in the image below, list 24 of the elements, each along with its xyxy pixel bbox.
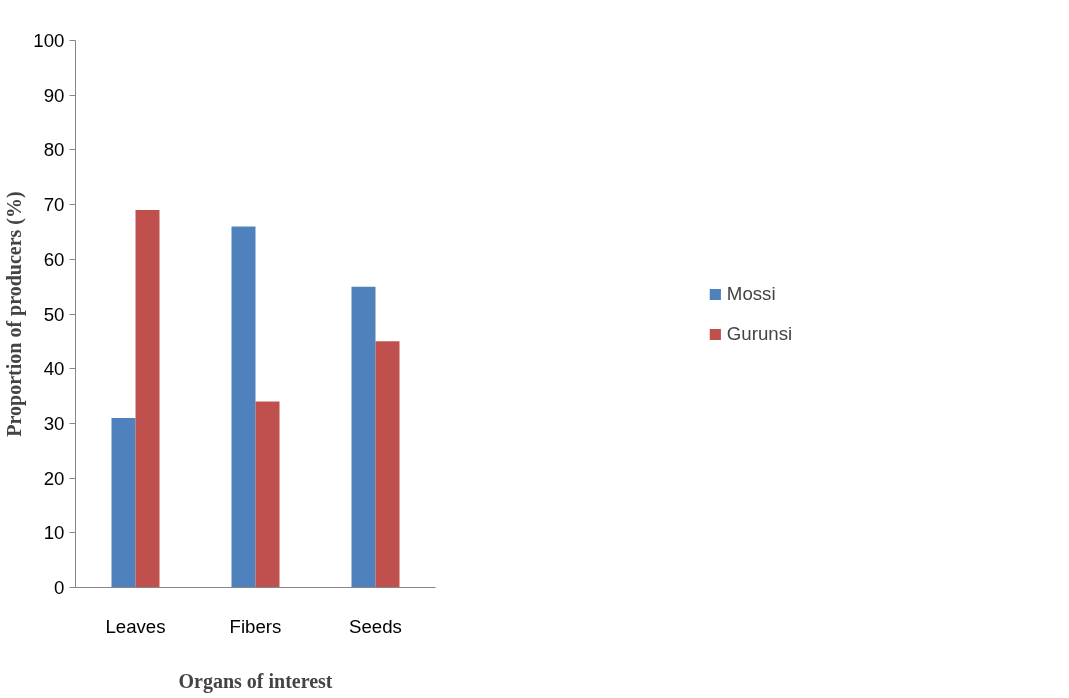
legend-label: Gurunsi	[726, 322, 793, 345]
bar	[375, 341, 400, 588]
bar	[255, 401, 280, 588]
bar	[231, 226, 256, 588]
x-axis-title: Organs of interest	[178, 669, 333, 693]
x-tick-label: Fibers	[229, 615, 282, 637]
legend-label: Mossi	[726, 282, 776, 305]
bar	[351, 286, 376, 588]
bar	[111, 417, 136, 588]
y-tick-label: 80	[43, 139, 65, 161]
y-tick-label: 10	[43, 522, 65, 544]
bar	[135, 210, 160, 588]
x-tick-label: Seeds	[349, 615, 402, 637]
y-tick-label: 20	[43, 467, 65, 489]
y-tick-label: 100	[33, 30, 65, 51]
y-tick-label: 50	[43, 303, 65, 325]
y-tick-label: 0	[54, 577, 65, 598]
y-tick-label: 40	[43, 358, 65, 380]
y-tick-label: 30	[43, 412, 65, 434]
y-tick-label: 60	[43, 248, 65, 270]
y-axis-title: Proportion of producers (%)	[3, 191, 27, 437]
x-tick-label: Leaves	[105, 615, 166, 637]
y-tick-label: 70	[43, 194, 65, 216]
y-tick-label: 90	[43, 84, 65, 106]
